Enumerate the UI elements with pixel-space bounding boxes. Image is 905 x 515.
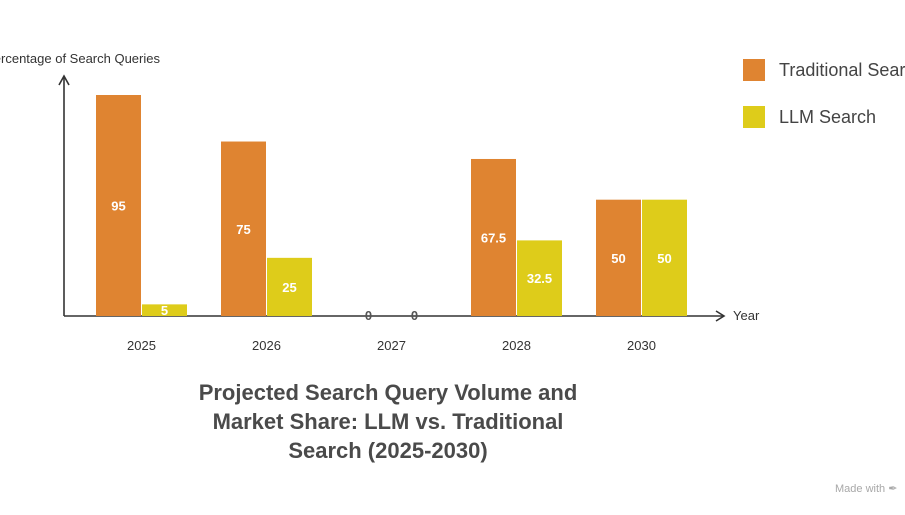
legend-item-traditional: Traditional Search xyxy=(743,58,905,82)
watermark: Made with ✒ xyxy=(835,482,897,495)
data-label-llm-2030: 50 xyxy=(657,251,671,266)
bar-traditional-2025 xyxy=(96,95,141,316)
data-label-llm-2028: 32.5 xyxy=(527,271,552,286)
bar-llm-2028 xyxy=(517,240,562,316)
x-tick-2026: 2026 xyxy=(252,338,281,353)
data-label-llm-2026: 25 xyxy=(282,280,296,295)
x-tick-2028: 2028 xyxy=(502,338,531,353)
legend: Traditional Search LLM Search xyxy=(743,58,905,152)
x-axis-label: Year xyxy=(733,308,760,323)
watermark-text: Made with xyxy=(835,483,886,495)
y-axis-label: Percentage of Search Queries xyxy=(0,51,160,66)
legend-item-llm: LLM Search xyxy=(743,105,905,129)
bar-llm-2025 xyxy=(142,304,187,316)
bar-llm-2026 xyxy=(267,257,312,316)
bar-traditional-2028 xyxy=(471,158,516,316)
bar-traditional-2026 xyxy=(221,141,266,316)
data-label-traditional-2028: 67.5 xyxy=(481,230,506,245)
legend-swatch-traditional xyxy=(743,59,765,81)
data-label-traditional-2030: 50 xyxy=(611,251,625,266)
x-tick-2025: 2025 xyxy=(127,338,156,353)
x-tick-2027: 2027 xyxy=(377,338,406,353)
legend-swatch-llm xyxy=(743,106,765,128)
bar-traditional-2030 xyxy=(596,199,641,316)
chart-title: Projected Search Query Volume and Market… xyxy=(198,380,578,463)
data-label-traditional-2025: 95 xyxy=(111,199,125,214)
napkin-logo-icon: ✒ xyxy=(888,483,898,495)
data-label-traditional-2026: 75 xyxy=(236,222,250,237)
legend-label-traditional: Traditional Search xyxy=(779,59,905,80)
bar-llm-2030 xyxy=(642,199,687,316)
x-axis-arrow xyxy=(715,310,726,322)
legend-label-llm: LLM Search xyxy=(779,106,877,127)
x-tick-2030: 2030 xyxy=(627,338,656,353)
data-label-llm-2025: 5 xyxy=(161,303,168,318)
y-axis-arrow xyxy=(58,74,70,86)
data-label-llm-2027: 0 xyxy=(411,308,418,323)
data-label-traditional-2027: 0 xyxy=(365,308,372,323)
